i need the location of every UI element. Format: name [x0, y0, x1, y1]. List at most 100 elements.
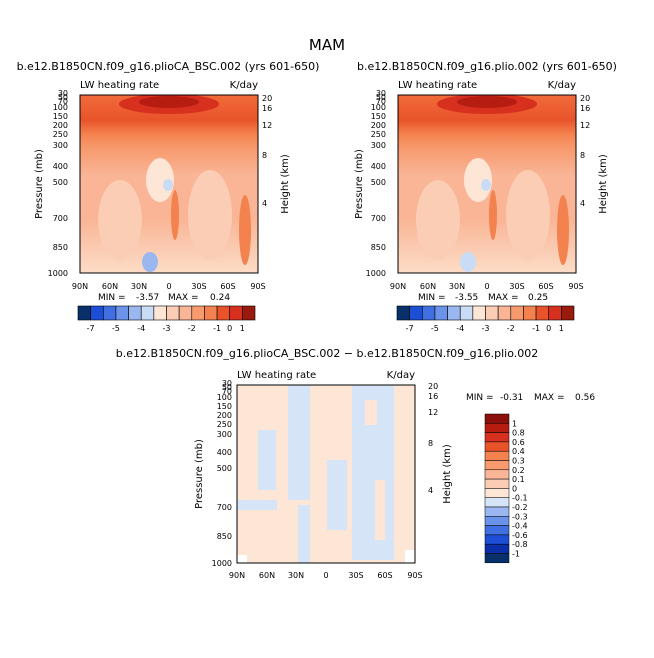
y-right-axis-label: Height (km) [442, 444, 453, 504]
colorbar-tick-label: -0.3 [512, 512, 528, 521]
y-tick-400: 400 [217, 448, 232, 457]
y-tick-labels: 1000 850 700 500 400 300 250 200 150 100… [366, 89, 386, 278]
y-tick-300: 300 [217, 430, 232, 439]
height-tick-20: 20 [580, 94, 590, 103]
x-tick-30n: 30N [288, 571, 304, 580]
colorbar-swatch [128, 305, 142, 321]
colorbar-tick-label: 0.4 [512, 447, 525, 456]
height-tick-4: 4 [428, 486, 433, 495]
colorbar-tick-label: 0 [512, 484, 517, 493]
y-tick-300: 300 [371, 141, 386, 150]
y-tick-150: 150 [371, 112, 386, 121]
height-tick-12: 12 [428, 408, 438, 417]
colorbar-swatch [434, 305, 448, 321]
y-tick-850: 850 [371, 243, 386, 252]
x-tick-30n: 30N [131, 282, 147, 291]
colorbar-swatch [204, 305, 218, 321]
y-tick-700: 700 [217, 503, 232, 512]
subtitle-left: LW heating rate [237, 370, 316, 381]
x-tick-0: 0 [166, 282, 171, 291]
height-tick-4: 4 [580, 199, 585, 208]
colorbar-tick-label: 0.8 [512, 429, 525, 438]
panel-a: b.e12.B1850CN.f09_g16.plioCA_BSC.002 (yr… [17, 60, 320, 333]
colorbar-swatch [485, 305, 499, 321]
colorbar-swatch [472, 305, 486, 321]
colorbar-swatch [484, 450, 510, 461]
y-tick-250: 250 [217, 420, 232, 429]
min-value: -0.31 [500, 393, 523, 403]
y-tick-500: 500 [217, 464, 232, 473]
height-tick-20: 20 [428, 382, 438, 391]
colorbar-swatch [484, 497, 510, 508]
x-tick-90n: 90N [72, 282, 88, 291]
colorbar-tick-label: 0 [227, 324, 232, 333]
subtitle-left: LW heating rate [80, 80, 159, 91]
colorbar: -7 -5 -4 -3 -2 -1 0 1 [396, 305, 575, 333]
heatmap-field [80, 95, 258, 273]
colorbar-swatch [484, 413, 510, 424]
colorbar-tick-label: -0.8 [512, 540, 528, 549]
plot-frame [79, 94, 259, 274]
y-tick-700: 700 [53, 214, 68, 223]
panel-title: b.e12.B1850CN.f09_g16.plioCA_BSC.002 − b… [116, 347, 538, 360]
x-tick-0: 0 [484, 282, 489, 291]
x-tick-90s: 90S [250, 282, 265, 291]
panel-title: b.e12.B1850CN.f09_g16.plioCA_BSC.002 (yr… [17, 60, 320, 73]
colorbar-swatch [140, 305, 155, 321]
y-tick-70: 70 [376, 97, 386, 106]
colorbar-swatch [421, 305, 436, 321]
max-value: 0.25 [528, 293, 548, 303]
colorbar-tick-label: -2 [188, 324, 196, 333]
height-tick-8: 8 [262, 151, 267, 160]
x-tick-90s: 90S [568, 282, 583, 291]
y-tick-50: 50 [58, 93, 68, 102]
max-value: 0.24 [210, 293, 230, 303]
colorbar-swatch [242, 305, 256, 321]
colorbar-swatch [497, 305, 512, 321]
colorbar-tick-label: -4 [137, 324, 145, 333]
y-tick-1000: 1000 [212, 559, 232, 568]
colorbar-tick-label: 0 [546, 324, 551, 333]
x-tick-30s: 30S [348, 571, 363, 580]
y-tick-850: 850 [217, 532, 232, 541]
x-tick-30n: 30N [449, 282, 465, 291]
y-tick-30: 30 [58, 89, 68, 98]
colorbar-swatch [548, 305, 562, 321]
colorbar-tick-label: 1 [559, 324, 564, 333]
colorbar-swatch [191, 305, 205, 321]
colorbar-swatch [409, 305, 423, 321]
colorbar-swatch [216, 305, 231, 321]
colorbar-tick-label: -5 [112, 324, 120, 333]
colorbar-tick-label: 0.2 [512, 466, 525, 475]
heatmap-field [237, 385, 415, 563]
x-tick-labels: 90N 60N 30N 0 30S 60S 90S [229, 571, 423, 580]
x-tick-90n: 90N [390, 282, 406, 291]
colorbar-tick-label: -1 [213, 324, 221, 333]
colorbar-swatch [396, 305, 410, 321]
colorbar-tick-label: -0.1 [512, 494, 528, 503]
colorbar-swatch [484, 553, 510, 564]
y-tick-700: 700 [371, 214, 386, 223]
y-tick-100: 100 [371, 103, 386, 112]
colorbar-swatch [447, 305, 461, 321]
height-tick-16: 16 [580, 104, 590, 113]
y-right-axis-label: Height (km) [598, 154, 609, 214]
y-tick-200: 200 [217, 411, 232, 420]
colorbar-tick-label: -4 [456, 324, 464, 333]
colorbar-swatch [90, 305, 104, 321]
height-tick-16: 16 [428, 392, 438, 401]
y-right-tick-labels: 4 8 12 16 20 [262, 94, 272, 208]
colorbar-tick-label: 0.6 [512, 438, 525, 447]
colorbar-tick-label: 1 [240, 324, 245, 333]
x-tick-labels: 90N 60N 30N 0 30S 60S 90S [72, 282, 266, 291]
colorbar-tick-label: -3 [163, 324, 171, 333]
colorbar-swatch [484, 432, 510, 443]
colorbar-swatch [484, 516, 510, 526]
y-tick-30: 30 [222, 379, 232, 388]
y-axis-label: Pressure (mb) [194, 439, 205, 509]
x-tick-60s: 60S [220, 282, 235, 291]
x-tick-60n: 60N [259, 571, 275, 580]
colorbar-swatch [561, 305, 575, 321]
panel-c: b.e12.B1850CN.f09_g16.plioCA_BSC.002 − b… [116, 347, 596, 580]
